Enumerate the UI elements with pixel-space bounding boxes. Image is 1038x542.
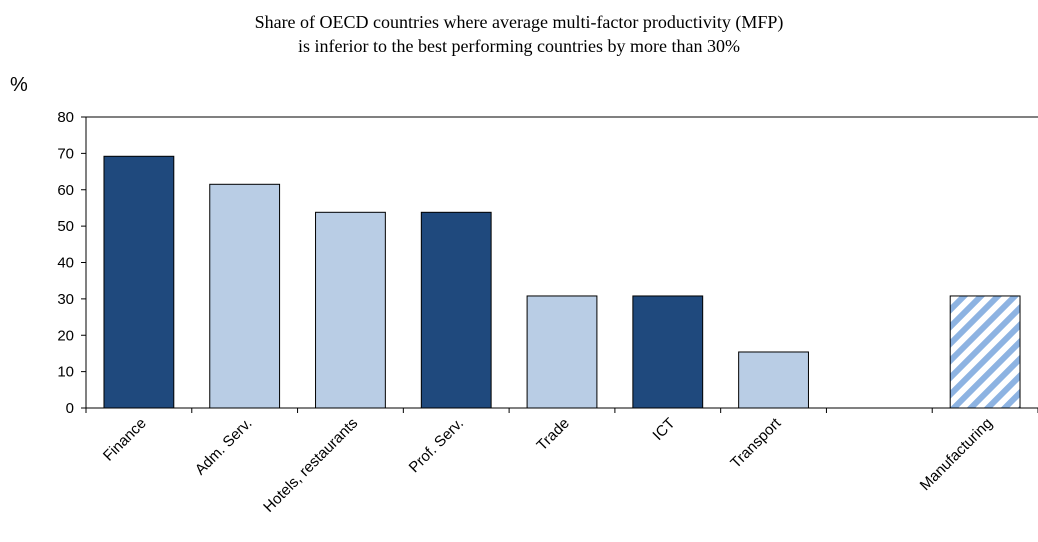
bar-adm-serv <box>209 183 281 409</box>
x-tick-label: ICT <box>649 415 678 444</box>
y-tick-label: 10 <box>57 364 74 381</box>
y-tick-label: 70 <box>57 145 74 162</box>
y-tick-label: 0 <box>66 400 74 417</box>
y-tick-label: 20 <box>57 327 74 344</box>
x-tick-label: Finance <box>100 415 150 465</box>
x-tick-label: Trade <box>533 415 572 454</box>
chart-title: Share of OECD countries where average mu… <box>254 12 784 32</box>
x-tick-label: Prof. Serv. <box>406 415 467 476</box>
y-tick-label: 50 <box>57 218 74 235</box>
y-tick-label: 40 <box>57 255 74 272</box>
x-tick-label: Hotels, restaurants <box>260 415 361 516</box>
y-tick-label: 30 <box>57 291 74 308</box>
x-tick-label: Adm. Serv. <box>192 415 256 479</box>
y-axis-label: % <box>10 74 28 96</box>
bar-hotels-restaurants <box>315 211 386 409</box>
bar-transport <box>738 351 809 409</box>
y-tick-label: 80 <box>57 109 74 126</box>
bar-trade <box>526 295 598 409</box>
chart-subtitle: is inferior to the best performing count… <box>298 36 740 56</box>
y-tick-label: 60 <box>57 182 74 199</box>
x-tick-label: Manufacturing <box>917 415 996 494</box>
bar-manufacturing <box>949 295 1021 409</box>
bar-finance <box>103 155 175 409</box>
bar-ict <box>632 295 704 409</box>
x-tick-label: Transport <box>727 414 785 472</box>
bar-prof-serv <box>420 211 492 409</box>
